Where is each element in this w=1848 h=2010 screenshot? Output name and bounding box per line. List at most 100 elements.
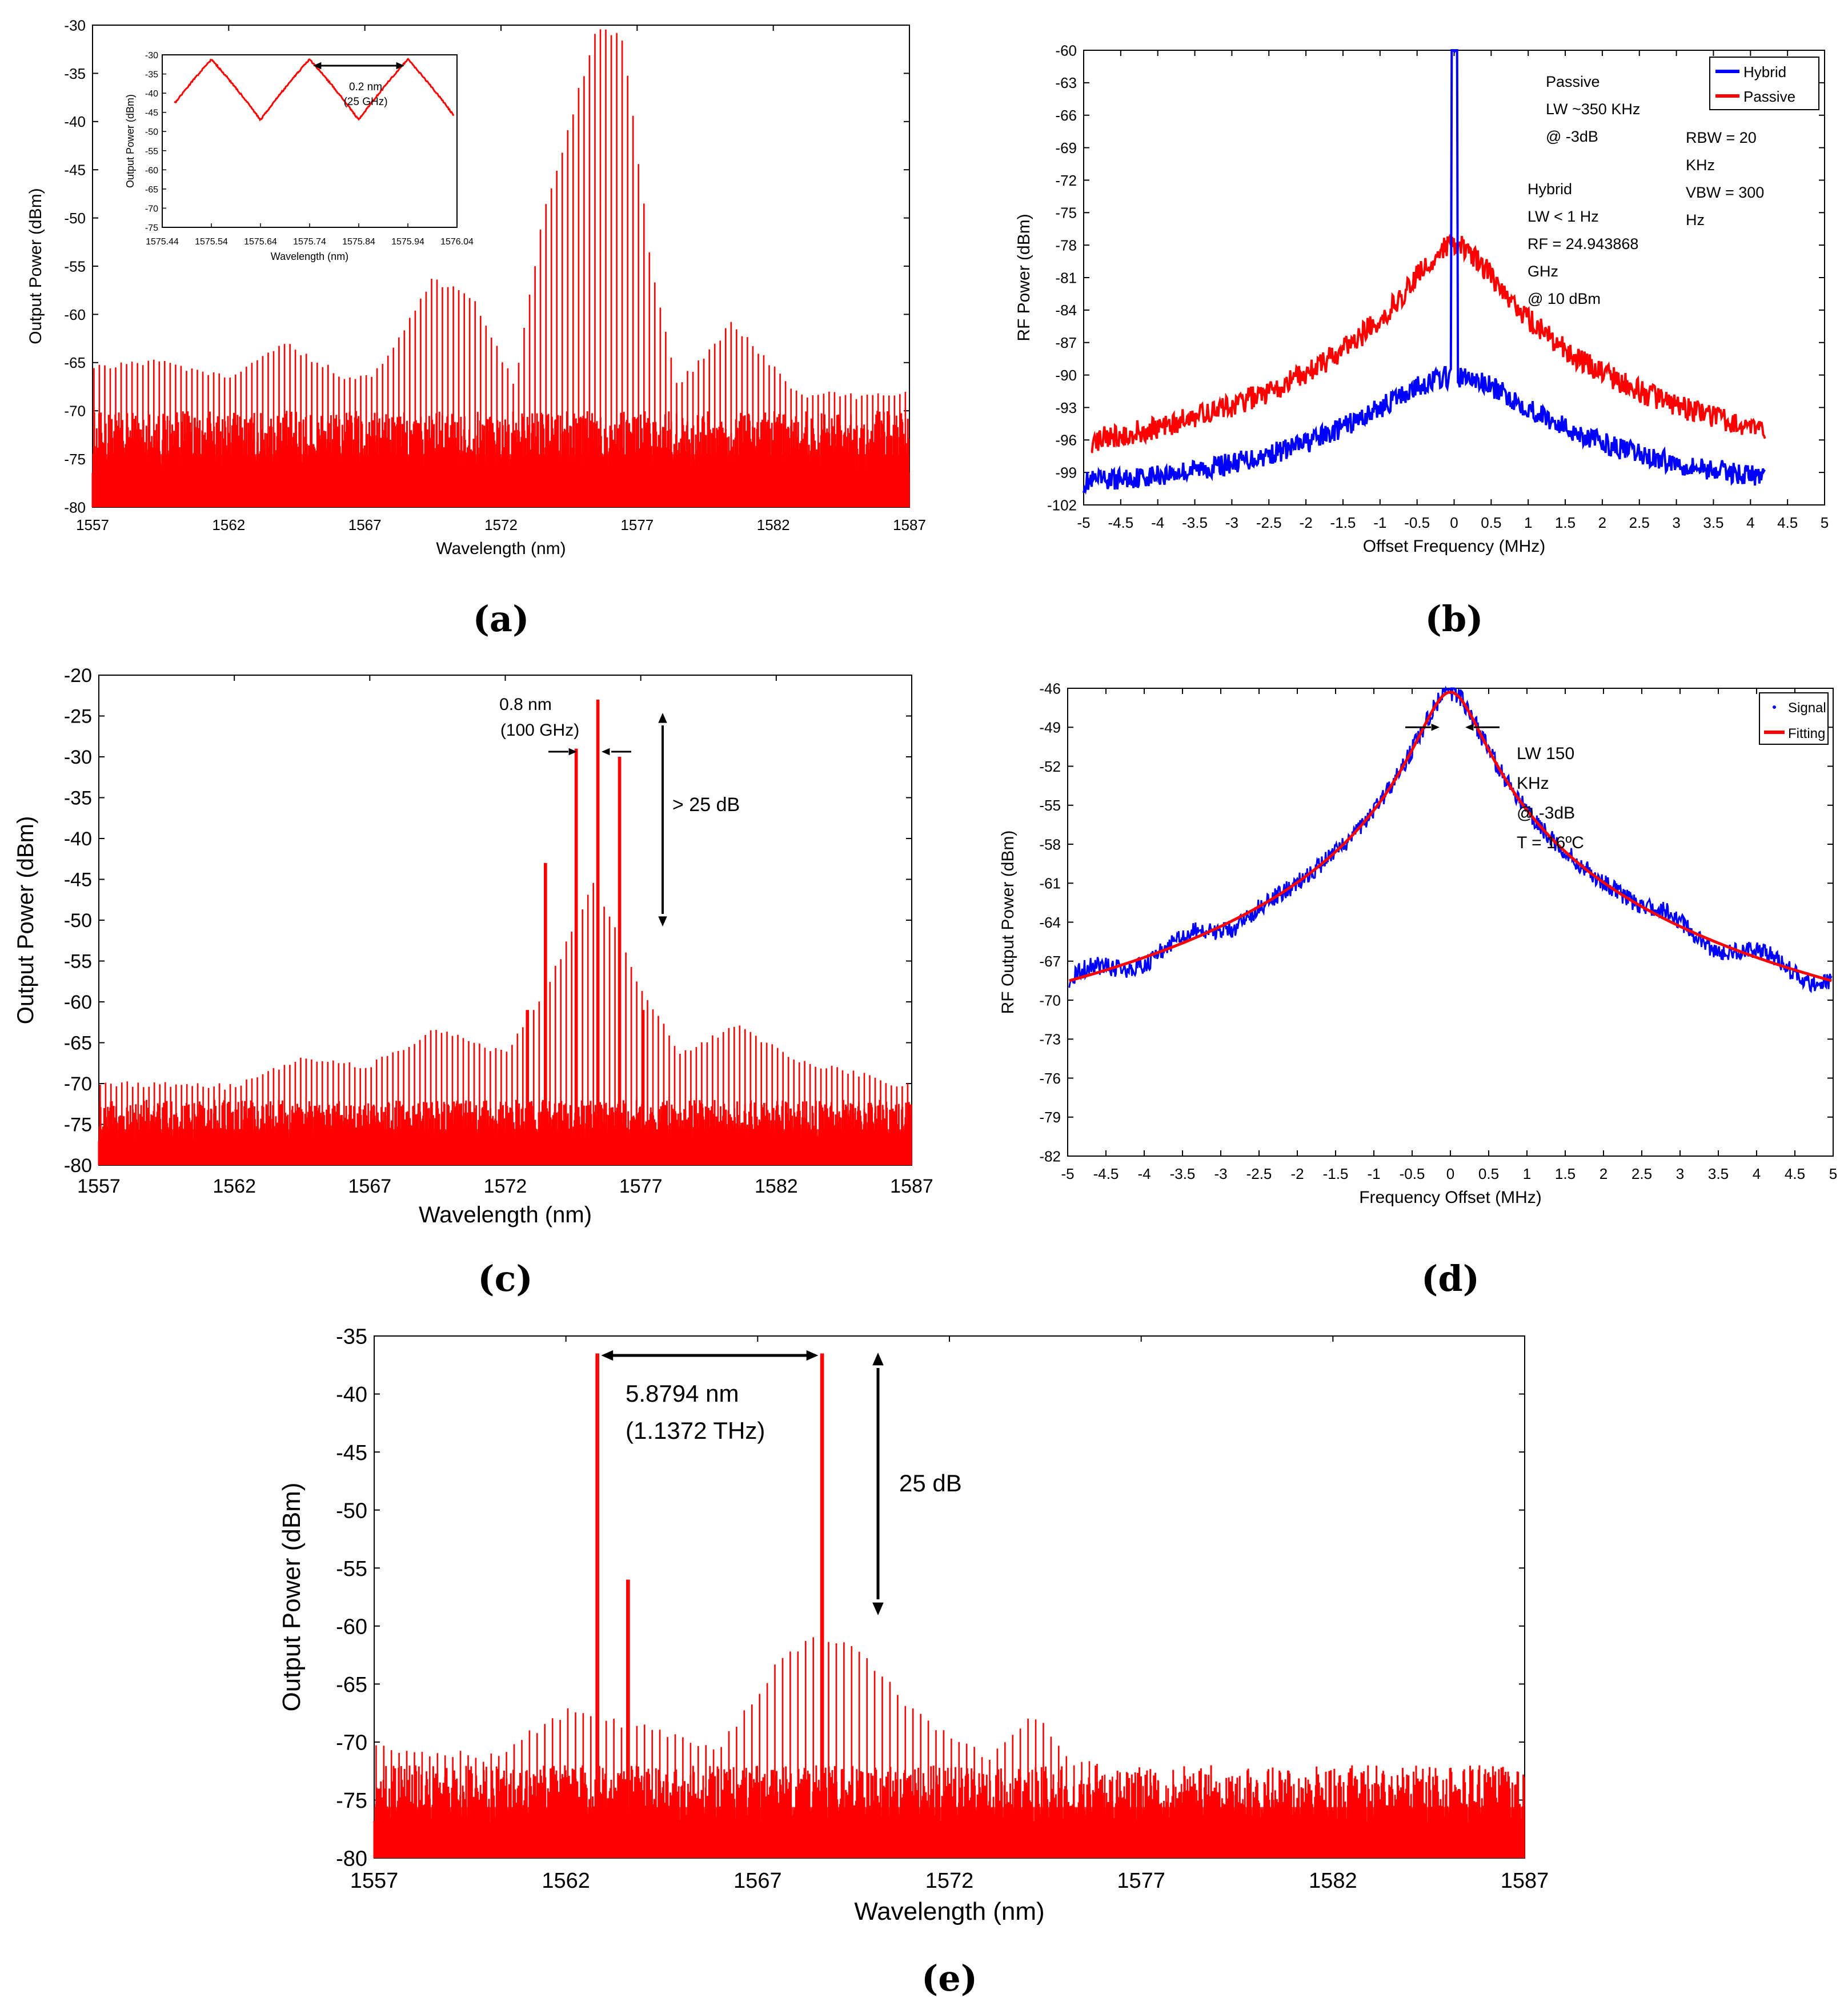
y-tick-label: -49 [1039, 719, 1061, 736]
x-tick-label: 1567 [348, 1175, 392, 1197]
x-tick-label: -2 [1300, 514, 1313, 531]
y-tick-label: -70 [1039, 992, 1061, 1009]
x-tick-label: -1 [1373, 514, 1386, 531]
x-tick-label: 4.5 [1777, 514, 1798, 531]
y-tick-label: -96 [1055, 432, 1077, 449]
noise-floor-band [374, 1807, 1525, 1858]
y-tick-label: -72 [1055, 172, 1077, 189]
arrow-head [601, 1350, 614, 1361]
inset-y-tick-label: -70 [145, 204, 158, 214]
x-tick-label: -1 [1367, 1165, 1380, 1182]
arrow-head [1465, 723, 1474, 731]
x-tick-label: -2.5 [1246, 1165, 1272, 1182]
y-tick-label: -50 [336, 1499, 367, 1523]
panel-c: 1557 1562 1567 1572 1577 1582 1587 -80 -75 -70 -65… [13, 665, 933, 1299]
y-axis-label: Output Power (dBm) [13, 816, 38, 1025]
series-passive [1091, 234, 1766, 454]
y-tick-label: -61 [1039, 875, 1061, 892]
x-tick-label: 1577 [1117, 1869, 1165, 1893]
x-tick-label: 1587 [1501, 1869, 1549, 1893]
y-tick-label: -75 [1055, 204, 1077, 222]
x-tick-label: -5 [1061, 1165, 1074, 1182]
y-tick-label: -73 [1039, 1031, 1061, 1048]
arrow-head [1431, 723, 1440, 731]
annotation-spacing: 5.8794 nm [626, 1380, 739, 1407]
y-tick-label: -60 [64, 992, 92, 1013]
y-tick-label: -64 [1039, 914, 1061, 931]
y-tick-label: -60 [336, 1615, 367, 1639]
x-tick-label: 1557 [77, 1175, 121, 1197]
arrow-head [806, 1350, 819, 1361]
series-fitting [1069, 691, 1832, 982]
x-tick-label: 2.5 [1631, 1165, 1652, 1182]
y-tick-label: -25 [64, 706, 92, 728]
y-tick-label: -99 [1055, 464, 1077, 482]
arrow-head [602, 748, 610, 756]
inset-x-tick-label: 1575.44 [146, 237, 179, 247]
x-tick-label: -3.5 [1182, 514, 1208, 531]
inset-x-axis-label: Wavelength (nm) [271, 251, 348, 262]
comb-lines-c [99, 699, 909, 1165]
caption-d: (d) [1421, 1258, 1480, 1299]
annotation-settings: RBW = 20 [1686, 129, 1757, 146]
arrow-head [872, 1353, 884, 1366]
y-tick-label: -81 [1055, 269, 1077, 286]
plot-area-b [1083, 50, 1825, 505]
inset-y-tick-label: -45 [145, 109, 158, 118]
x-axis-label: Frequency Offset (MHz) [1359, 1188, 1542, 1207]
x-tick-label: 1572 [484, 516, 518, 533]
annotation-settings: KHz [1686, 157, 1715, 174]
inset-y-tick-label: -35 [145, 70, 158, 80]
inset-plot-area [162, 54, 458, 228]
inset-x-tick-label: 1575.54 [195, 237, 228, 247]
x-tick-label: 2 [1600, 1165, 1608, 1182]
inset-y-tick-label: -65 [145, 185, 158, 195]
x-tick-label: -5 [1077, 514, 1090, 531]
plot-area-d [1067, 688, 1834, 1157]
panel-d: -5 -4.5 -4 -3.5 -3 -2.5 -2 -1.5 -1 -0.5 0 0.5 1 1.5 2 2… [999, 680, 1837, 1299]
y-tick-label: -55 [1039, 797, 1061, 814]
y-tick-label: -70 [336, 1731, 367, 1755]
x-tick-label: 1562 [212, 516, 245, 533]
y-tick-label: -30 [64, 17, 86, 34]
legend-label-hybrid: Hybrid [1743, 63, 1786, 81]
x-tick-label: -4 [1151, 514, 1164, 531]
annotation-passive: LW ~350 KHz [1546, 101, 1640, 118]
annotation-extinction: 25 dB [899, 1470, 962, 1497]
y-axis-label: Output Power (dBm) [26, 188, 45, 344]
inset-x-tick-label: 1575.84 [342, 237, 375, 247]
x-axis-label: Wavelength (nm) [436, 539, 566, 558]
y-tick-label: -60 [1055, 42, 1077, 59]
inset-x-tick-label: 1576.04 [440, 237, 474, 247]
y-tick-label: -69 [1055, 139, 1077, 157]
caption-a: (a) [473, 598, 530, 640]
x-tick-label: -3.5 [1170, 1165, 1196, 1182]
x-tick-label: 0 [1446, 1165, 1454, 1182]
annotation-spacing: (100 GHz) [500, 721, 579, 740]
legend-label-signal: Signal [1788, 700, 1826, 716]
y-tick-label: -67 [1039, 953, 1061, 970]
x-tick-label: 3.5 [1708, 1165, 1729, 1182]
y-tick-label: -55 [64, 951, 92, 973]
y-tick-label: -76 [1039, 1070, 1061, 1087]
x-tick-label: -4.5 [1093, 1165, 1119, 1182]
arrow-head [396, 62, 404, 70]
y-tick-label: -84 [1055, 302, 1077, 319]
inset-x-tick-label: 1575.94 [391, 237, 424, 247]
y-tick-label: -70 [64, 403, 86, 420]
x-tick-label: 5 [1821, 514, 1829, 531]
y-tick-label: -50 [64, 910, 92, 932]
inset-y-tick-label: -55 [145, 147, 158, 157]
y-tick-label: -35 [64, 788, 92, 809]
legend-label-passive: Passive [1743, 88, 1795, 105]
inset-y-tick-label: -75 [145, 223, 158, 233]
x-tick-label: 1 [1523, 1165, 1531, 1182]
inset-a: 1575.44 1575.54 1575.64 1575.74 1575.84 1575.… [125, 51, 474, 262]
annotation-settings: VBW = 300 [1686, 184, 1764, 201]
comb-line [93, 29, 907, 507]
x-tick-label: -2 [1290, 1165, 1304, 1182]
y-tick-label: -87 [1055, 334, 1077, 351]
panel-b: -5 -4.5 -4 -3.5 -3 -2.5 -2 -1.5 -1 -0.5 0 0.5 1 1.5 2 2… [1015, 42, 1829, 640]
x-tick-label: -3 [1214, 1165, 1227, 1182]
annotation-settings: Hz [1686, 211, 1705, 228]
